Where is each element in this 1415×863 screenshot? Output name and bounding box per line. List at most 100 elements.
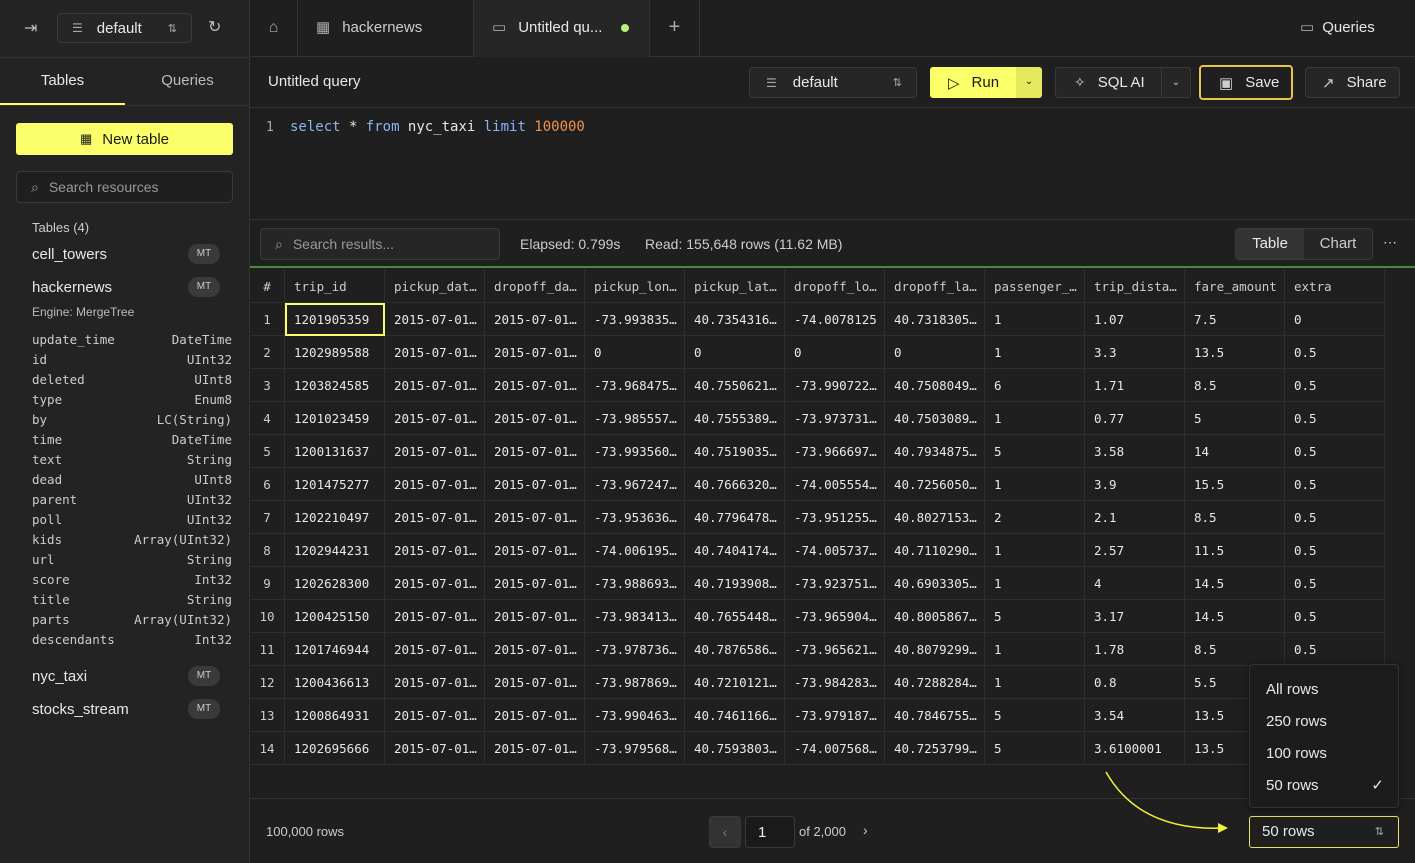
- cell[interactable]: 2015-07-01…: [385, 501, 485, 534]
- cell[interactable]: 2015-07-01…: [485, 732, 585, 765]
- cell[interactable]: 1201746944: [285, 633, 385, 666]
- cell[interactable]: -73.983413…: [585, 600, 685, 633]
- cell[interactable]: 1: [985, 666, 1085, 699]
- collapse-icon[interactable]: ⇥: [24, 18, 37, 38]
- page-input[interactable]: 1: [745, 816, 795, 848]
- cell[interactable]: -73.990722…: [785, 369, 885, 402]
- cell[interactable]: 40.8005867…: [885, 600, 985, 633]
- cell[interactable]: 40.6903305…: [885, 567, 985, 600]
- tab-queries[interactable]: Queries: [125, 58, 250, 105]
- cell[interactable]: 0.5: [1285, 402, 1385, 435]
- cell[interactable]: 1.07: [1085, 303, 1185, 336]
- column-header[interactable]: dropoff_lo…: [785, 270, 885, 303]
- menu-option[interactable]: 100 rows: [1250, 739, 1398, 769]
- cell[interactable]: 2015-07-01…: [385, 435, 485, 468]
- cell[interactable]: 5: [1185, 402, 1285, 435]
- cell[interactable]: 1202210497: [285, 501, 385, 534]
- cell[interactable]: 40.7550621…: [685, 369, 785, 402]
- table-name[interactable]: nyc_taxi: [32, 668, 87, 685]
- cell[interactable]: 40.7288284…: [885, 666, 985, 699]
- cell[interactable]: 40.7655448…: [685, 600, 785, 633]
- cell[interactable]: 40.7519035…: [685, 435, 785, 468]
- cell[interactable]: -73.973731…: [785, 402, 885, 435]
- cell[interactable]: -73.993560…: [585, 435, 685, 468]
- query-database-select[interactable]: ☰default⇅: [749, 67, 917, 98]
- database-select[interactable]: ☰ default ⇅: [57, 13, 192, 43]
- cell[interactable]: 0: [885, 336, 985, 369]
- column-header[interactable]: #: [250, 270, 285, 303]
- cell[interactable]: 5: [985, 435, 1085, 468]
- cell[interactable]: -73.979568…: [585, 732, 685, 765]
- cell[interactable]: 2015-07-01…: [485, 435, 585, 468]
- cell[interactable]: 1203824585: [285, 369, 385, 402]
- cell[interactable]: 3.3: [1085, 336, 1185, 369]
- cell[interactable]: 1202695666: [285, 732, 385, 765]
- cell[interactable]: 40.7934875…: [885, 435, 985, 468]
- cell[interactable]: 1200864931: [285, 699, 385, 732]
- column-header[interactable]: dropoff_la…: [885, 270, 985, 303]
- cell[interactable]: 40.7110290…: [885, 534, 985, 567]
- cell[interactable]: -74.0078125: [785, 303, 885, 336]
- cell[interactable]: 14.5: [1185, 600, 1285, 633]
- cell[interactable]: 2015-07-01…: [485, 567, 585, 600]
- cell[interactable]: 1: [985, 633, 1085, 666]
- cell[interactable]: 8.5: [1185, 501, 1285, 534]
- cell[interactable]: -74.005737…: [785, 534, 885, 567]
- cell[interactable]: 40.7253799…: [885, 732, 985, 765]
- cell[interactable]: 40.7796478…: [685, 501, 785, 534]
- cell[interactable]: -73.984283…: [785, 666, 885, 699]
- cell[interactable]: 40.7210121…: [685, 666, 785, 699]
- cell[interactable]: 1201023459: [285, 402, 385, 435]
- cell[interactable]: 2015-07-01…: [485, 468, 585, 501]
- rows-select[interactable]: 50 rows⇅: [1249, 816, 1399, 848]
- cell[interactable]: 1: [985, 534, 1085, 567]
- cell[interactable]: -74.006195…: [585, 534, 685, 567]
- cell[interactable]: 15.5: [1185, 468, 1285, 501]
- cell[interactable]: 2015-07-01…: [385, 666, 485, 699]
- cell[interactable]: 5: [985, 699, 1085, 732]
- search-resources[interactable]: ⌕Search resources: [16, 171, 233, 203]
- cell[interactable]: 2: [985, 501, 1085, 534]
- cell[interactable]: 2015-07-01…: [385, 402, 485, 435]
- cell[interactable]: 2015-07-01…: [385, 336, 485, 369]
- cell[interactable]: 1: [985, 336, 1085, 369]
- cell[interactable]: 0.5: [1285, 468, 1385, 501]
- new-tab[interactable]: +: [650, 0, 700, 56]
- save-button[interactable]: ▣Save: [1199, 65, 1293, 100]
- view-chart[interactable]: Chart: [1304, 229, 1372, 259]
- cell[interactable]: 1.78: [1085, 633, 1185, 666]
- tab[interactable]: ▦hackernews: [298, 0, 474, 56]
- cell[interactable]: -73.923751…: [785, 567, 885, 600]
- cell[interactable]: -73.965621…: [785, 633, 885, 666]
- cell[interactable]: -73.968475…: [585, 369, 685, 402]
- cell[interactable]: 3.58: [1085, 435, 1185, 468]
- cell[interactable]: 13.5: [1185, 336, 1285, 369]
- column-header[interactable]: passenger_…: [985, 270, 1085, 303]
- view-table[interactable]: Table: [1236, 229, 1304, 259]
- table-name[interactable]: hackernews: [32, 279, 112, 296]
- sql-ai-button[interactable]: ✧SQL AI: [1055, 67, 1162, 98]
- cell[interactable]: -73.951255…: [785, 501, 885, 534]
- cell[interactable]: 2015-07-01…: [385, 468, 485, 501]
- cell[interactable]: 1200425150: [285, 600, 385, 633]
- new-table-button[interactable]: ▦New table: [16, 123, 233, 155]
- cell[interactable]: 0.5: [1285, 600, 1385, 633]
- cell[interactable]: 2015-07-01…: [485, 369, 585, 402]
- cell[interactable]: 0: [585, 336, 685, 369]
- cell[interactable]: 2015-07-01…: [385, 633, 485, 666]
- cell[interactable]: 40.7508049…: [885, 369, 985, 402]
- cell[interactable]: 0: [785, 336, 885, 369]
- sql-editor[interactable]: 1 select*fromnyc_taxilimit100000: [250, 108, 1415, 220]
- cell[interactable]: 1: [985, 468, 1085, 501]
- cell[interactable]: 0.5: [1285, 501, 1385, 534]
- cell[interactable]: 2015-07-01…: [385, 699, 485, 732]
- cell[interactable]: 1: [985, 567, 1085, 600]
- cell[interactable]: 40.8079299…: [885, 633, 985, 666]
- column-header[interactable]: pickup_lon…: [585, 270, 685, 303]
- cell[interactable]: 40.7354316…: [685, 303, 785, 336]
- run-button[interactable]: ▷Run: [930, 67, 1016, 98]
- column-header[interactable]: dropoff_da…: [485, 270, 585, 303]
- cell[interactable]: 2015-07-01…: [485, 501, 585, 534]
- cell[interactable]: 1201905359: [285, 303, 385, 336]
- table-name[interactable]: cell_towers: [32, 246, 107, 263]
